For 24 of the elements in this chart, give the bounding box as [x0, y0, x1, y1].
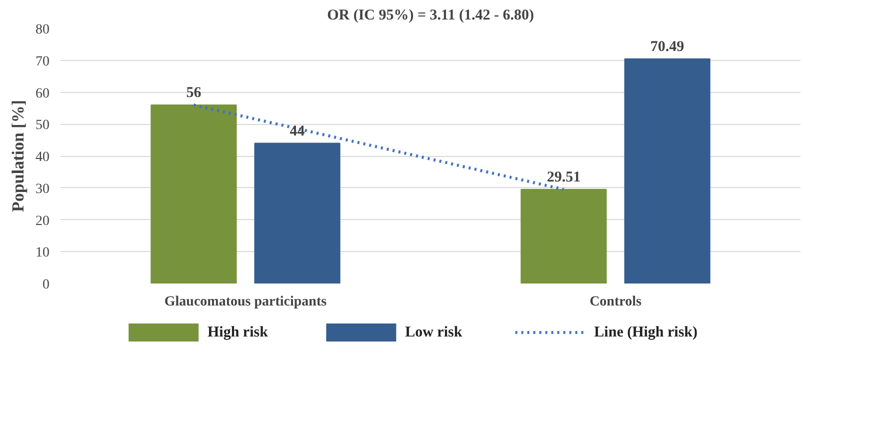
y-axis-title: Population [%] — [8, 100, 28, 212]
y-tick-label: 80 — [36, 22, 50, 38]
data-label: 44 — [290, 123, 306, 140]
legend-label: Low risk — [405, 324, 463, 340]
data-label: 29.51 — [546, 169, 581, 186]
bar — [520, 188, 607, 284]
x-tick-label: Controls — [590, 294, 642, 310]
data-label: 70.49 — [650, 38, 684, 55]
y-tick-label: 30 — [36, 182, 50, 197]
x-tick-label: Glaucomatous participants — [164, 294, 328, 310]
y-tick-label: 50 — [36, 118, 50, 134]
bar — [254, 142, 340, 284]
y-tick-label: 10 — [36, 246, 50, 261]
chart-title: OR (IC 95%) = 3.11 (1.42 - 6.80) — [327, 8, 534, 24]
data-label: 56 — [186, 85, 202, 101]
y-tick-label: 40 — [36, 150, 50, 165]
y-tick-label: 20 — [36, 214, 50, 229]
legend-label: High risk — [207, 324, 269, 340]
y-tick-label: 70 — [36, 54, 50, 70]
y-tick-label: 0 — [42, 278, 50, 292]
y-tick-label: 60 — [36, 86, 50, 102]
bar — [624, 58, 710, 284]
legend-label: Line (High risk) — [594, 324, 698, 340]
bar — [150, 104, 237, 284]
